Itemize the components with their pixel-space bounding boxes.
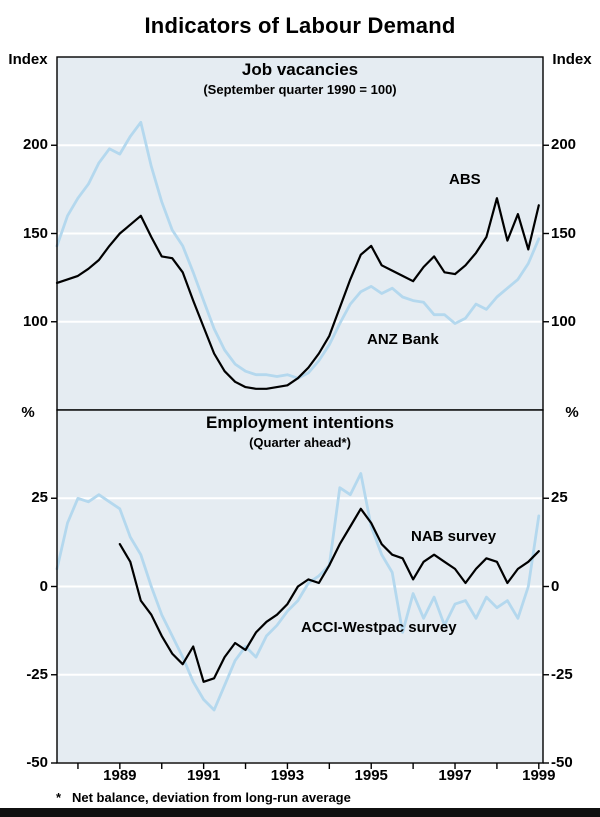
series-line-acci-westpac-survey	[55, 472, 541, 712]
bottom-edge-bar	[0, 808, 600, 817]
y-unit-label-bottom-right: %	[565, 404, 579, 421]
panel-subtitle-job-vacancies: (September quarter 1990 = 100)	[203, 82, 397, 97]
page-title: Indicators of Labour Demand	[144, 13, 456, 38]
panel-title-employment-intentions: Employment intentions	[206, 413, 394, 432]
footnote: * Net balance, deviation from long-run av…	[56, 790, 351, 805]
y-unit-label-top-left: Index	[8, 51, 48, 68]
y-unit-label-top-right: Index	[552, 51, 592, 68]
panel-subtitle-employment-intentions: (Quarter ahead*)	[249, 435, 351, 450]
series-label-nab-survey: NAB survey	[411, 528, 497, 545]
footnote-asterisk: *	[56, 790, 62, 805]
series-label-anz-bank: ANZ Bank	[367, 331, 439, 348]
series-line-nab-survey	[118, 507, 540, 683]
panel-title-job-vacancies: Job vacancies	[241, 60, 359, 79]
series-line-abs	[55, 197, 540, 390]
footnote-text: Net balance, deviation from long-run ave…	[72, 790, 351, 805]
y-unit-label-bottom-left: %	[21, 404, 35, 421]
series-label-abs: ABS	[449, 171, 481, 188]
series-label-acci-westpac-survey: ACCI-Westpac survey	[301, 619, 457, 636]
